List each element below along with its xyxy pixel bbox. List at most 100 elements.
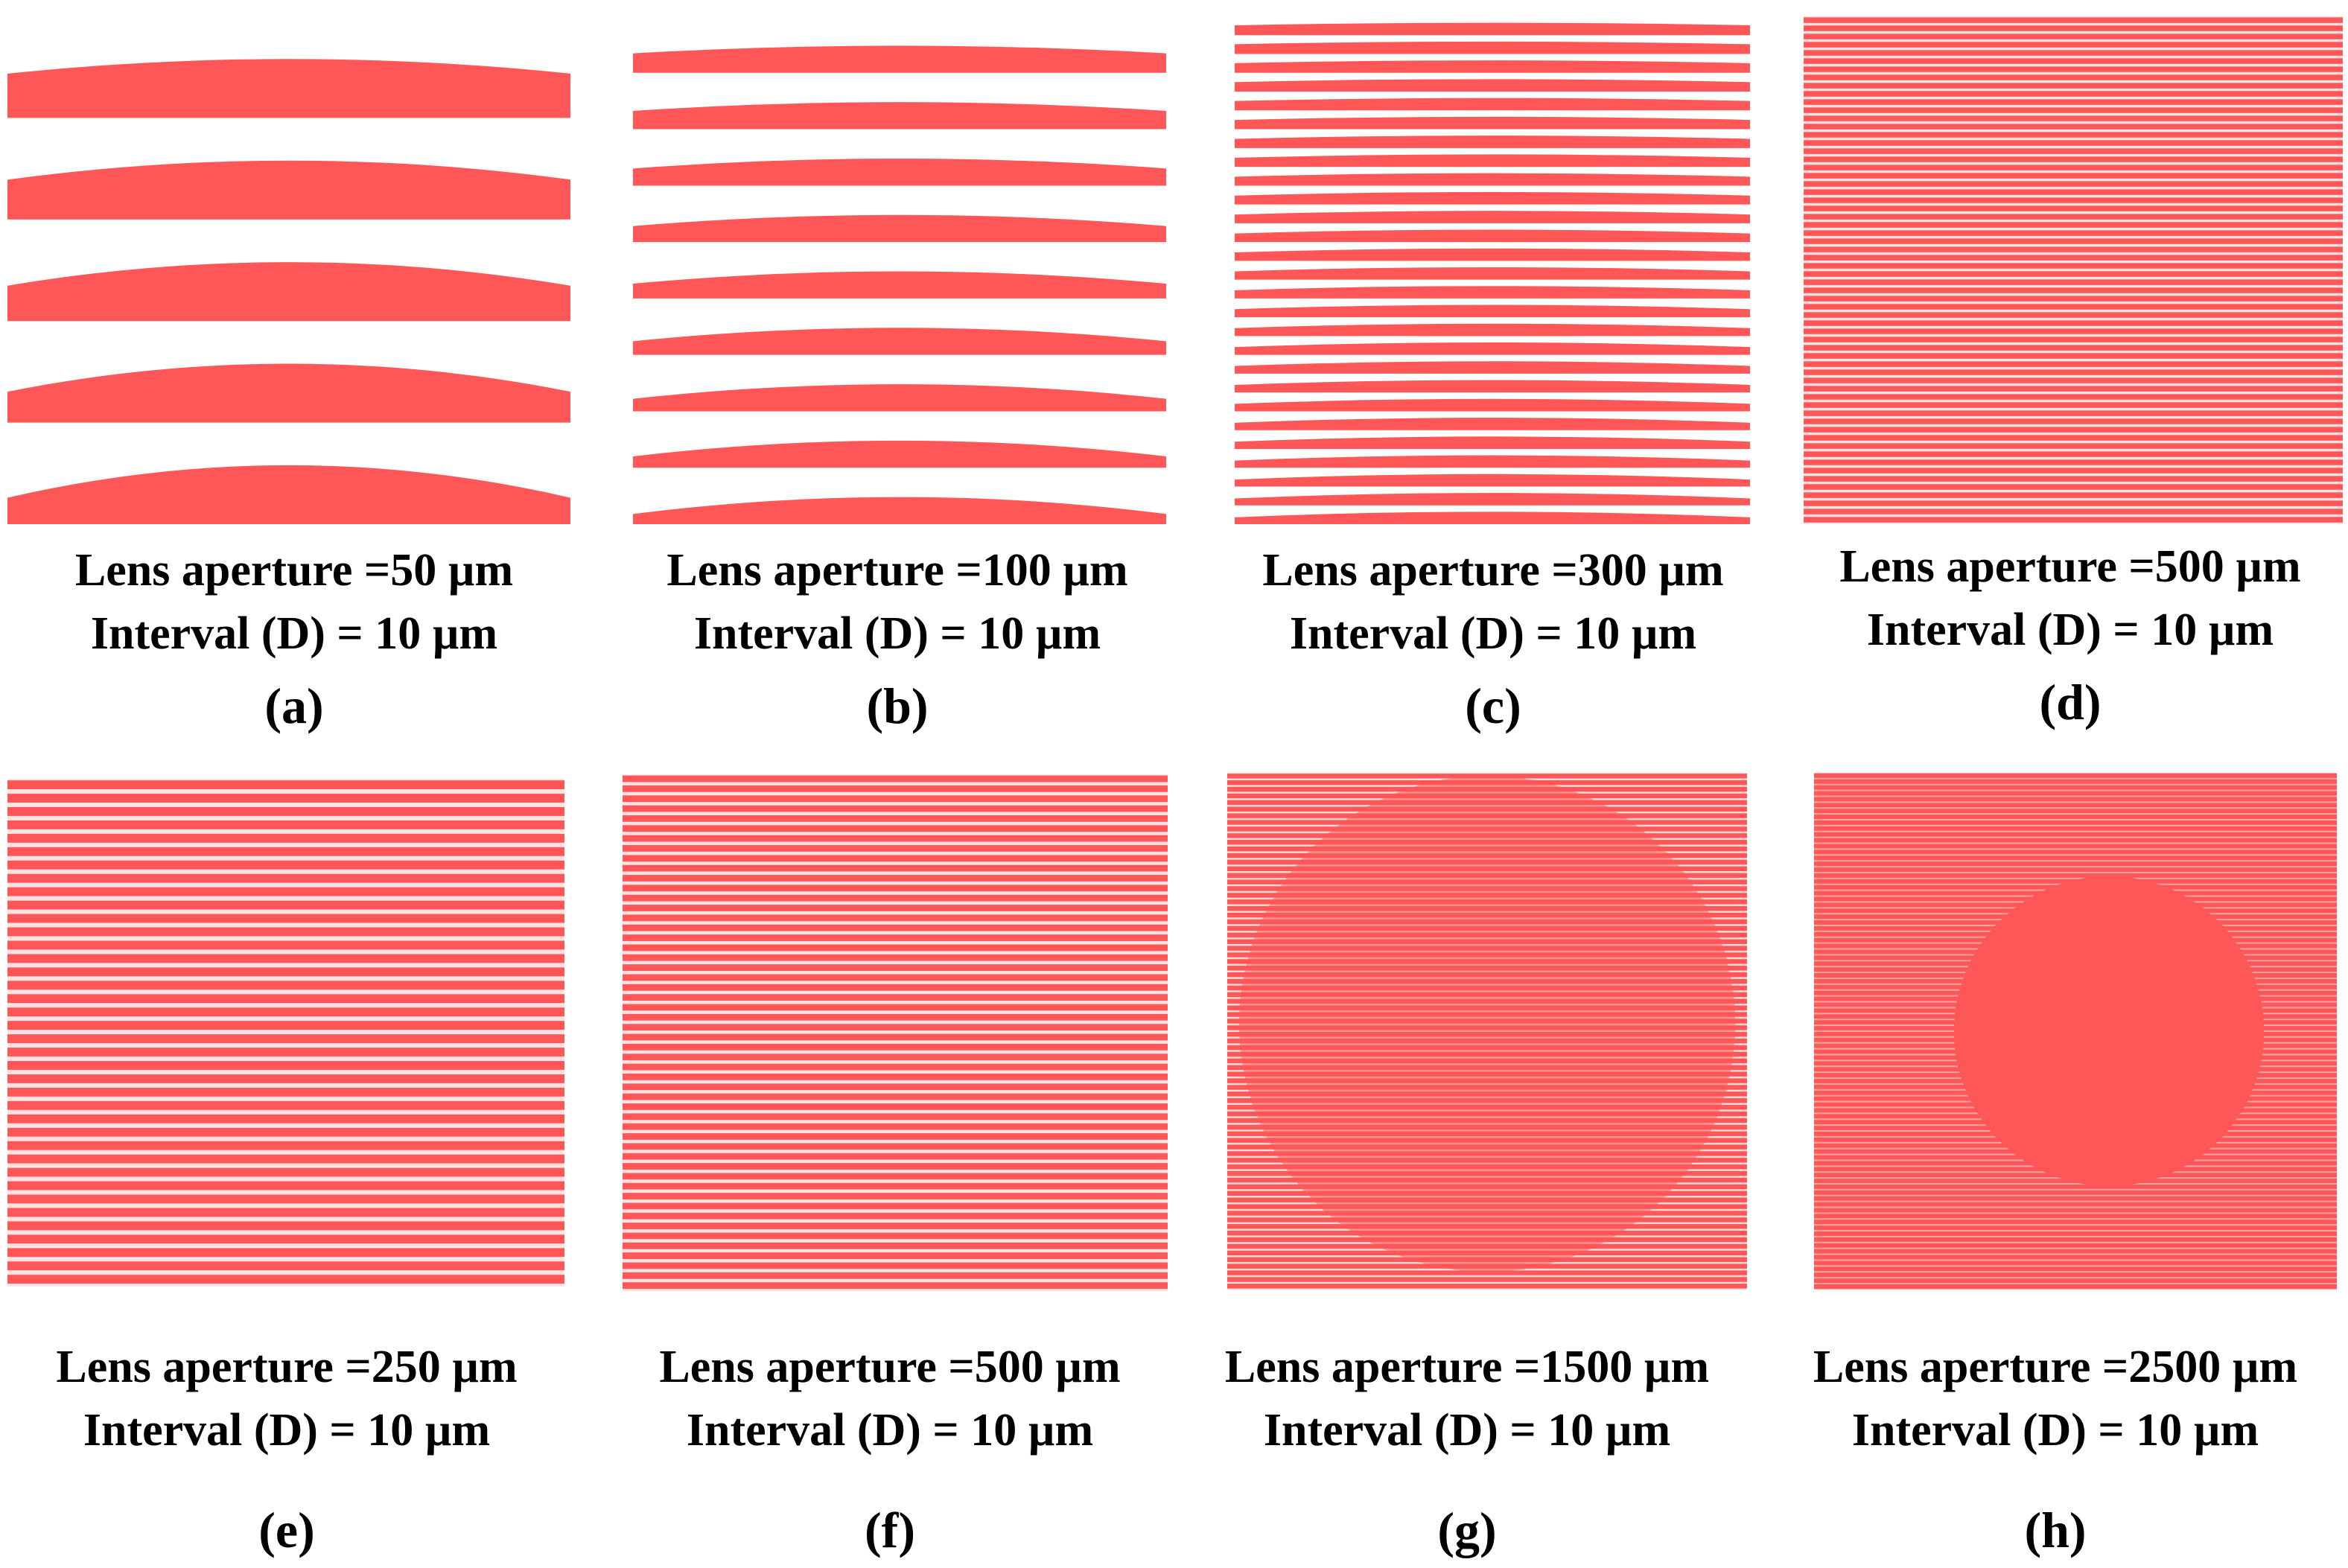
lens-stripe bbox=[7, 1034, 564, 1043]
lens-circle bbox=[1238, 775, 1736, 1272]
lens-stripe bbox=[1804, 148, 2343, 154]
lens-stripe bbox=[7, 1048, 564, 1057]
panel-h-interval: Interval (D) = 10 µm bbox=[1851, 1405, 2259, 1456]
lens-stripe bbox=[1804, 435, 2343, 441]
lens-stripe bbox=[1804, 246, 2343, 252]
lens-stripe bbox=[7, 1007, 564, 1017]
panel-e-aperture: Lens aperture =250 µm bbox=[56, 1342, 518, 1392]
lens-stripe bbox=[1804, 124, 2343, 130]
lens-stripe bbox=[623, 864, 1168, 872]
lens-stripe bbox=[1235, 248, 1750, 261]
lens-stripe bbox=[623, 934, 1168, 941]
lens-array-image-g bbox=[1227, 773, 1747, 1290]
lens-stripe bbox=[633, 384, 1166, 412]
lens-stripe bbox=[1804, 230, 2343, 236]
lens-stripe bbox=[1814, 779, 2337, 784]
lens-stripe bbox=[1804, 394, 2343, 400]
lens-stripe bbox=[623, 1202, 1168, 1210]
lens-stripe bbox=[1814, 785, 2337, 790]
lens-array-image-e bbox=[7, 779, 564, 1287]
lens-stripe bbox=[7, 833, 564, 843]
lens-stripe bbox=[1814, 1249, 2337, 1254]
lens-stripe bbox=[623, 1272, 1168, 1279]
lens-stripe bbox=[1804, 197, 2343, 203]
lens-stripe bbox=[1804, 83, 2343, 89]
lens-stripe bbox=[7, 967, 564, 977]
lens-stripe bbox=[633, 102, 1166, 130]
lens-stripe bbox=[623, 1024, 1168, 1031]
lens-stripe bbox=[623, 1013, 1168, 1021]
lens-stripe bbox=[1804, 320, 2343, 326]
lens-stripe bbox=[1814, 850, 2337, 855]
lens-stripe bbox=[1804, 337, 2343, 342]
lens-stripe bbox=[1804, 353, 2343, 359]
lens-stripe bbox=[623, 944, 1168, 952]
lens-stripe bbox=[1804, 99, 2343, 105]
lens-stripe bbox=[1804, 74, 2343, 80]
lens-stripe bbox=[623, 1083, 1168, 1091]
lens-stripe bbox=[623, 1113, 1168, 1121]
panel-e-interval: Interval (D) = 10 µm bbox=[83, 1405, 491, 1456]
lens-stripe bbox=[1814, 797, 2337, 802]
lens-stripe bbox=[1814, 1208, 2337, 1213]
lens-stripe bbox=[623, 1282, 1168, 1290]
lens-stripe bbox=[1814, 1202, 2337, 1207]
lens-stripe bbox=[1804, 369, 2343, 375]
lens-stripe bbox=[1814, 832, 2337, 837]
lens-stripe bbox=[1804, 451, 2343, 457]
lens-stripe bbox=[1814, 826, 2337, 831]
lens-stripe bbox=[1804, 263, 2343, 269]
lens-stripe bbox=[7, 981, 564, 990]
lens-stripe bbox=[1227, 1277, 1747, 1282]
lens-stripe bbox=[7, 1248, 564, 1258]
lens-array-image-f bbox=[623, 774, 1168, 1291]
lens-stripe bbox=[1804, 509, 2343, 514]
lens-stripe bbox=[623, 1123, 1168, 1130]
lens-stripe bbox=[1804, 132, 2343, 138]
lens-stripe bbox=[623, 1043, 1168, 1051]
panel-f-aperture: Lens aperture =500 µm bbox=[659, 1342, 1121, 1392]
lens-stripe bbox=[7, 1208, 564, 1217]
lens-stripe bbox=[1814, 791, 2337, 796]
lens-stripe bbox=[1814, 1243, 2337, 1248]
lens-stripe bbox=[1235, 98, 1750, 111]
panel-f-interval: Interval (D) = 10 µm bbox=[686, 1405, 1094, 1456]
lens-stripe bbox=[623, 825, 1168, 832]
panel-h-label: (h) bbox=[2024, 1502, 2087, 1558]
lens-stripe bbox=[7, 1194, 564, 1204]
lens-stripe bbox=[623, 1093, 1168, 1100]
lens-stripe bbox=[7, 160, 570, 220]
lens-stripe bbox=[1235, 229, 1750, 243]
lens-stripe bbox=[7, 1154, 564, 1164]
lens-stripe bbox=[1235, 267, 1750, 280]
lens-stripe bbox=[1804, 25, 2343, 31]
lens-stripe bbox=[7, 1234, 564, 1244]
lens-stripe bbox=[1814, 844, 2337, 849]
lens-stripe bbox=[623, 795, 1168, 803]
lens-stripe bbox=[1804, 17, 2343, 23]
lens-stripe bbox=[623, 1073, 1168, 1080]
lens-array-image-c bbox=[1235, 22, 1750, 524]
lens-stripe bbox=[1814, 1237, 2337, 1242]
lens-stripe bbox=[1814, 1220, 2337, 1225]
lens-stripe bbox=[1814, 1278, 2337, 1284]
lens-stripe bbox=[1804, 427, 2343, 433]
lens-stripe bbox=[1235, 455, 1750, 468]
lens-stripe bbox=[1804, 66, 2343, 72]
lens-stripe bbox=[1814, 861, 2337, 867]
lens-stripe bbox=[623, 1103, 1168, 1110]
panel-g bbox=[1227, 773, 1747, 1290]
panel-c-aperture: Lens aperture =300 µm bbox=[1262, 545, 1724, 596]
lens-stripe bbox=[7, 1087, 564, 1097]
lens-stripe bbox=[7, 262, 570, 322]
lens-stripe bbox=[1235, 323, 1750, 337]
lens-stripe bbox=[7, 847, 564, 856]
lens-stripe bbox=[1804, 402, 2343, 408]
lens-stripe bbox=[623, 805, 1168, 812]
lens-stripe bbox=[7, 794, 564, 803]
lens-stripe bbox=[1235, 173, 1750, 186]
lens-stripe bbox=[1814, 803, 2337, 808]
panel-e bbox=[7, 779, 564, 1287]
lens-stripe bbox=[1804, 140, 2343, 146]
lens-stripe bbox=[623, 1054, 1168, 1061]
